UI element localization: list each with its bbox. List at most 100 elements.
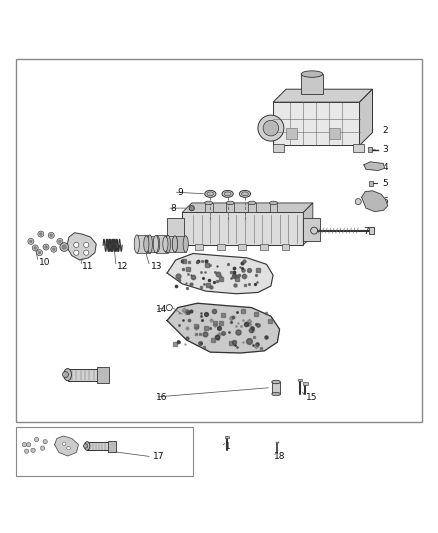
Circle shape (43, 440, 47, 444)
Bar (166, 237, 175, 252)
Bar (369, 227, 374, 234)
Ellipse shape (147, 235, 152, 253)
Ellipse shape (207, 192, 214, 196)
Circle shape (74, 243, 79, 247)
Circle shape (166, 304, 172, 311)
Circle shape (50, 234, 53, 237)
Circle shape (51, 246, 57, 252)
Bar (301, 74, 323, 93)
Circle shape (258, 115, 284, 141)
Text: 8: 8 (171, 204, 177, 213)
Circle shape (40, 446, 45, 450)
Ellipse shape (183, 236, 188, 252)
Ellipse shape (239, 190, 251, 197)
Bar (304, 382, 307, 384)
Circle shape (25, 449, 29, 453)
Circle shape (63, 372, 68, 378)
Ellipse shape (226, 201, 234, 205)
Ellipse shape (272, 392, 280, 396)
Bar (167, 217, 184, 240)
Bar (238, 244, 246, 250)
Polygon shape (273, 89, 372, 102)
Polygon shape (167, 254, 273, 294)
Polygon shape (360, 89, 372, 146)
Circle shape (28, 238, 34, 245)
Ellipse shape (144, 236, 149, 252)
Ellipse shape (205, 201, 212, 205)
Bar (368, 147, 372, 152)
Circle shape (60, 243, 68, 252)
Bar (260, 244, 268, 250)
Ellipse shape (270, 201, 277, 205)
Bar (282, 244, 290, 250)
Bar (272, 382, 280, 394)
Text: 10: 10 (39, 257, 51, 266)
Text: 17: 17 (153, 453, 164, 461)
Text: 9: 9 (177, 188, 183, 197)
Ellipse shape (134, 235, 139, 253)
Circle shape (59, 240, 61, 243)
Text: 1: 1 (225, 442, 230, 451)
Ellipse shape (172, 236, 177, 252)
Ellipse shape (85, 442, 90, 450)
Bar (137, 235, 150, 253)
Bar (16, 426, 193, 477)
Bar (67, 368, 102, 381)
Circle shape (43, 244, 49, 250)
Circle shape (84, 250, 89, 255)
Text: 14: 14 (156, 305, 168, 314)
Bar (369, 181, 372, 186)
Text: 19: 19 (81, 371, 93, 380)
Text: 11: 11 (82, 262, 93, 271)
Circle shape (32, 245, 38, 251)
Bar (329, 128, 340, 139)
Bar (226, 203, 234, 213)
Bar (146, 236, 157, 252)
Ellipse shape (248, 201, 256, 205)
Ellipse shape (272, 380, 280, 384)
Bar (270, 203, 277, 213)
Circle shape (62, 245, 66, 249)
Polygon shape (182, 203, 313, 213)
Bar (175, 236, 186, 252)
Ellipse shape (224, 192, 231, 196)
Circle shape (263, 120, 279, 136)
Bar (16, 59, 422, 422)
Circle shape (30, 240, 32, 243)
Circle shape (67, 447, 70, 450)
Bar (298, 379, 303, 381)
Bar (286, 128, 297, 139)
Text: 12: 12 (117, 262, 129, 271)
Ellipse shape (222, 190, 233, 197)
Bar (248, 203, 256, 213)
Bar (205, 203, 212, 213)
Text: 6: 6 (383, 197, 389, 206)
Ellipse shape (155, 236, 160, 252)
Circle shape (57, 238, 63, 245)
Text: 4: 4 (383, 163, 389, 172)
Text: 3: 3 (383, 145, 389, 154)
Polygon shape (67, 233, 96, 260)
Polygon shape (362, 191, 388, 212)
Circle shape (84, 243, 89, 247)
Circle shape (74, 250, 79, 255)
Ellipse shape (64, 368, 71, 381)
Text: 13: 13 (151, 262, 162, 271)
Text: 7: 7 (363, 228, 369, 237)
Bar (156, 236, 168, 253)
Text: 15: 15 (306, 393, 318, 401)
Circle shape (48, 232, 54, 238)
Ellipse shape (172, 237, 177, 252)
Bar (225, 436, 229, 438)
Ellipse shape (163, 237, 168, 252)
Bar (195, 244, 203, 250)
Circle shape (63, 442, 66, 446)
Bar (304, 217, 320, 240)
Circle shape (355, 199, 361, 205)
Circle shape (22, 442, 27, 447)
Polygon shape (167, 303, 279, 353)
Circle shape (34, 437, 39, 442)
Circle shape (84, 444, 88, 448)
Ellipse shape (241, 192, 248, 196)
Polygon shape (304, 203, 313, 245)
